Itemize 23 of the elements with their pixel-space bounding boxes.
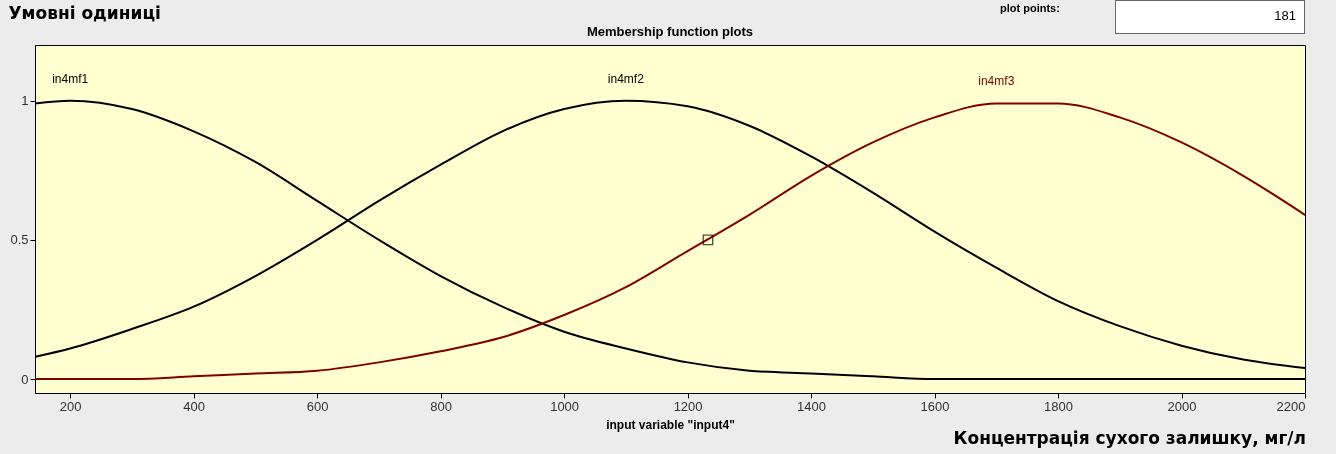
x-tick-label: 1000 (550, 398, 580, 414)
text: 181 (1274, 8, 1296, 23)
series-label: in4mf2 (607, 71, 645, 86)
text: Концентрація сухого залишку, мг/л (953, 428, 1306, 448)
series-label: in4mf1 (52, 71, 89, 86)
x-tick-label: 1600 (920, 398, 950, 414)
x-tick-label: 1800 (1044, 398, 1073, 414)
x-tick-label: 800 (430, 398, 452, 414)
x-tick-label: 1400 (797, 398, 827, 414)
chart-title: Membership function plots (585, 24, 755, 39)
text: plot points: (1000, 2, 1060, 14)
x-tick-label: 200 (59, 398, 82, 414)
x-tick-label: 600 (306, 398, 329, 414)
y-axis-title: Умовні одиниці (8, 2, 161, 23)
y-tick-label: 0.5 (10, 232, 29, 248)
x-tick-label: 1200 (673, 398, 703, 414)
x-tick-label: 400 (183, 398, 206, 414)
x-tick-label: 2200 (1276, 398, 1306, 414)
series-label: in4mf3 (978, 74, 1015, 89)
x-axis-title: input variable "input4" (606, 417, 735, 432)
y-tick-label: 1 (21, 93, 29, 109)
y-tick-label: 0 (21, 371, 29, 387)
x-tick-label: 2000 (1167, 398, 1197, 414)
